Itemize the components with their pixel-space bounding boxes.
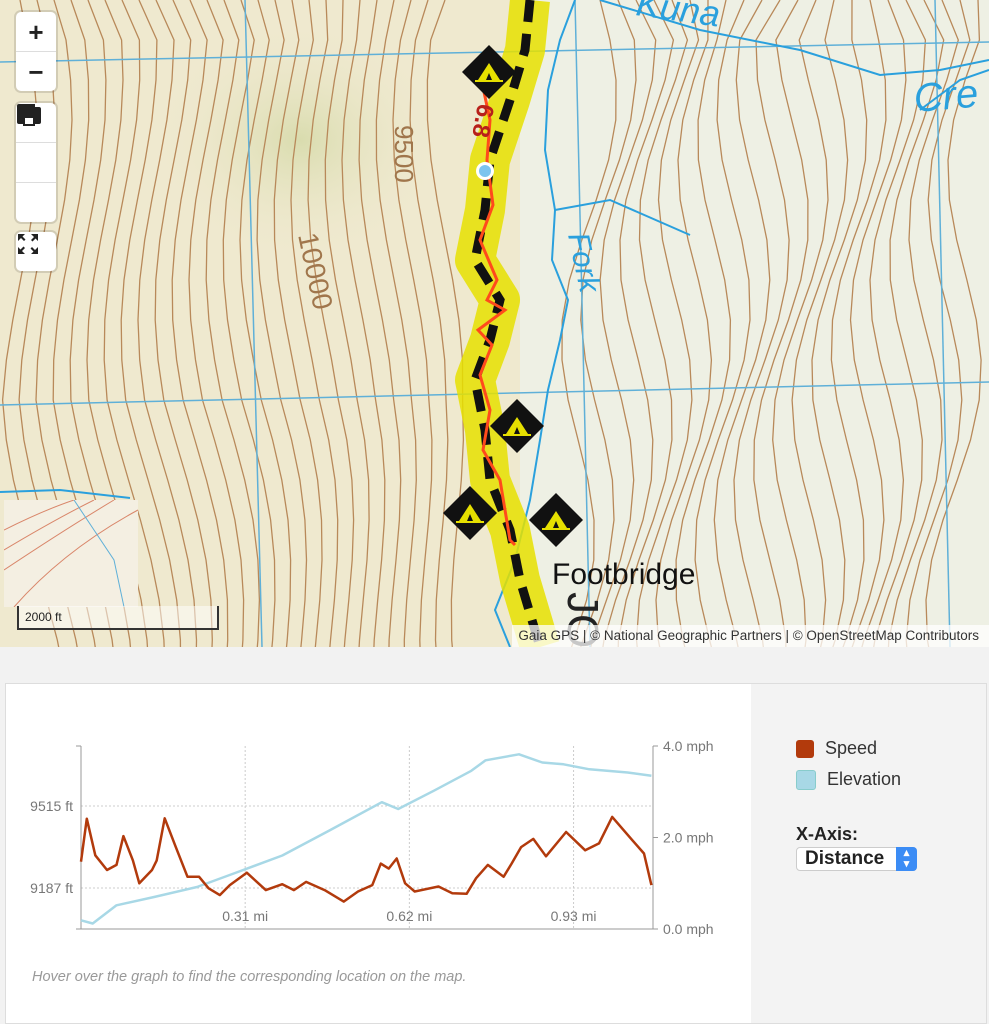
map-canvas[interactable]: Kuna Cre Fork 9500 10000 6.8 Footbridge … (0, 0, 989, 647)
x-axis-select[interactable]: Distance ▴ ▾ (796, 847, 917, 871)
contour-line (811, 0, 868, 647)
x-tick-label: 0.93 mi (551, 908, 597, 924)
contour-line (772, 0, 829, 647)
zoom-out-button[interactable]: − (28, 56, 44, 87)
folder-button[interactable] (16, 104, 56, 183)
contour-line (791, 0, 849, 647)
contour-line (861, 0, 927, 647)
contour-lines (1, 0, 982, 647)
contour-line (635, 0, 700, 647)
contour-line (188, 0, 245, 647)
print-icon (17, 104, 41, 126)
speed-elevation-chart[interactable]: 0.31 mi 0.62 mi 0.93 mi 9515 ft 9187 ft 4.0 m… (6, 684, 751, 1023)
fullscreen-icon (18, 234, 38, 254)
contour-line (675, 0, 732, 647)
contour-line (154, 0, 213, 647)
contour-line (873, 0, 945, 647)
contour-line (733, 0, 790, 647)
label-trail-distance: 6.8 (466, 102, 498, 140)
contour-line (849, 0, 907, 647)
chart-legend-panel: Speed Elevation X-Axis: Distance ▴ ▾ (751, 684, 986, 1023)
x-tick-label: 0.62 mi (386, 908, 432, 924)
contour-line (830, 0, 887, 647)
campsite-icon[interactable] (462, 45, 516, 99)
contour-line (137, 0, 198, 647)
contour-line (905, 0, 971, 647)
x-axis-label: X-Axis: (796, 824, 859, 844)
x-tick-label: 0.31 mi (222, 908, 268, 924)
contour-line (392, 0, 433, 647)
topo-map[interactable]: Kuna Cre Fork 9500 10000 6.8 Footbridge … (0, 0, 989, 647)
minimap[interactable] (4, 500, 138, 607)
contour-line (120, 0, 182, 647)
chart-hint: Hover over the graph to find the corresp… (32, 969, 467, 985)
elevation-profile-panel: 0.31 mi 0.62 mi 0.93 mi 9515 ft 9187 ft 4.0 m… (5, 683, 987, 1024)
y-right-tick-label: 2.0 mph (663, 830, 714, 846)
contour-line (887, 0, 959, 647)
contour-line (222, 0, 276, 647)
contour-line (426, 0, 465, 647)
contour-line (409, 0, 449, 647)
campsite-icon[interactable] (490, 399, 544, 453)
series-line-elevation (80, 753, 652, 925)
print-button[interactable] (16, 104, 56, 222)
legend-swatch-speed (796, 739, 814, 758)
contour-line (205, 0, 261, 647)
contour-line (602, 0, 675, 647)
scale-bar: 2000 ft (17, 606, 219, 630)
legend-item-speed[interactable]: Speed (796, 738, 877, 759)
legend-swatch-elevation (796, 769, 816, 790)
contour-line (590, 0, 657, 647)
zoom-control: + − (16, 12, 56, 91)
contour-line (256, 0, 308, 647)
y-right-tick-label: 0.0 mph (663, 921, 714, 937)
zoom-in-button[interactable]: + (16, 12, 56, 52)
label-contour-9500: 9500 (389, 125, 419, 183)
map-attribution[interactable]: Gaia GPS | © National Geographic Partner… (512, 625, 989, 647)
contour-line (358, 0, 402, 647)
contour-line (239, 0, 292, 647)
contour-line (273, 0, 323, 647)
y-left-tick-label: 9515 ft (30, 798, 73, 814)
contour-line (341, 0, 386, 647)
contour-line (307, 0, 355, 647)
contour-line (617, 0, 689, 647)
contour-line (290, 0, 339, 647)
gps-track[interactable] (475, 91, 517, 547)
select-chevron-icon: ▴ ▾ (896, 847, 917, 871)
contour-line (694, 0, 751, 647)
contour-line (375, 0, 417, 647)
label-creek: Cre (912, 72, 980, 121)
fullscreen-button[interactable] (16, 232, 56, 271)
y-right-tick-label: 4.0 mph (663, 738, 714, 754)
label-footbridge: Footbridge (552, 558, 695, 591)
tool-control (16, 103, 56, 222)
contour-line (171, 0, 229, 647)
contour-line (561, 0, 617, 647)
contour-line (655, 0, 713, 647)
contour-line (925, 0, 982, 647)
series-line-speed (79, 815, 653, 903)
contour-line (324, 0, 370, 647)
contour-line (103, 0, 165, 647)
contour-line (713, 0, 771, 647)
legend-item-elevation[interactable]: Elevation (796, 769, 901, 790)
campsite-icon[interactable] (443, 486, 497, 540)
contour-line (753, 0, 809, 647)
y-left-tick-label: 9187 ft (30, 880, 73, 896)
fullscreen-control (16, 232, 56, 271)
campsite-icon[interactable] (529, 493, 583, 547)
